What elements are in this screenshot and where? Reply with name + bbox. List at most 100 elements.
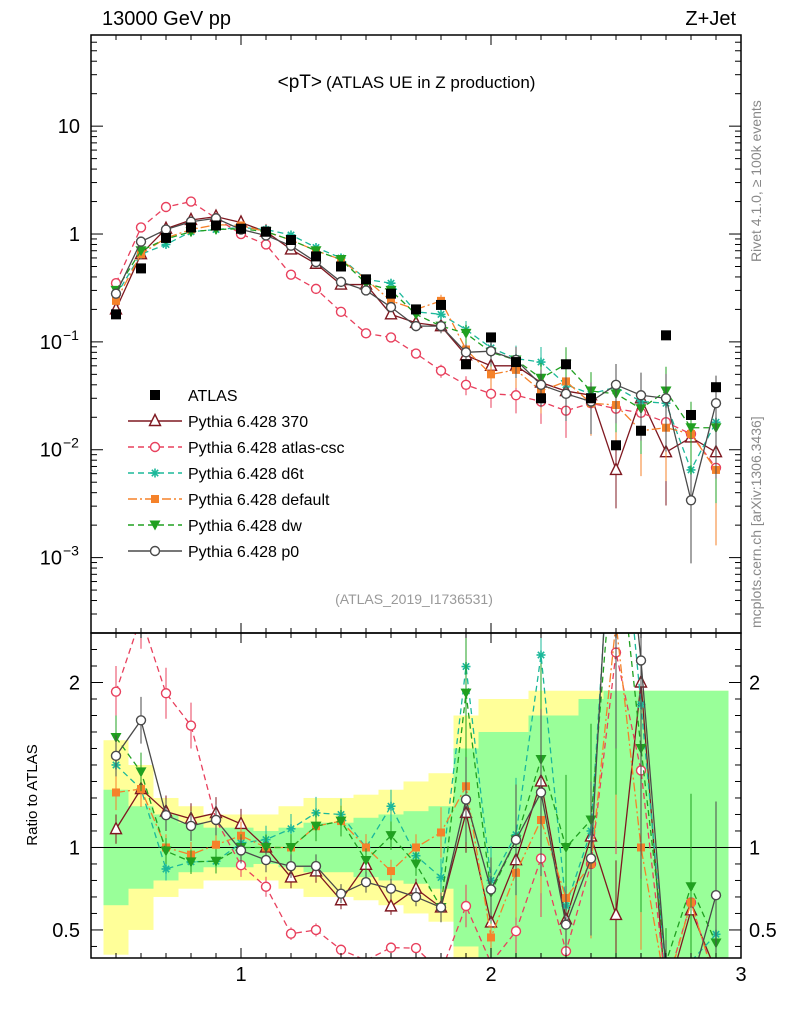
atlas-point — [511, 357, 521, 368]
ratio-point — [135, 715, 147, 726]
series-point — [310, 283, 322, 295]
series-main — [110, 224, 722, 504]
legend-label: Pythia 6.428 p0 — [188, 544, 299, 561]
ratio-point — [510, 834, 522, 846]
y-tick-label: 10 — [40, 332, 62, 354]
atlas-point — [111, 309, 121, 320]
ratio-point — [310, 821, 322, 832]
atlas-data-points — [111, 220, 721, 451]
series-line — [115, 215, 717, 472]
series-point — [436, 309, 446, 319]
series-point — [510, 390, 522, 401]
series-point — [660, 393, 672, 404]
y-tick-exponent: −1 — [63, 327, 79, 343]
ratio-point — [460, 794, 472, 805]
ratio-point — [110, 686, 122, 697]
legend: ATLAS Pythia 6.428 370 Pythia 6.428 atlas-… — [128, 388, 345, 561]
ratio-y-tick-label: 1 — [69, 837, 80, 859]
ratio-ylabel: Ratio to ATLAS — [24, 744, 41, 845]
ratio-point — [386, 801, 396, 811]
ratio-point — [285, 842, 297, 853]
ratio-point — [437, 828, 445, 837]
series-line — [115, 224, 717, 471]
series-line — [115, 217, 717, 501]
series-layer — [109, 196, 723, 958]
ratio-point — [384, 898, 398, 912]
legend-label-atlas: ATLAS — [188, 388, 238, 405]
legend-marker — [148, 412, 162, 427]
series-point — [460, 328, 472, 339]
series-point — [360, 328, 372, 339]
legend-label: Pythia 6.428 dw — [188, 518, 302, 535]
atlas-point — [611, 440, 621, 451]
atlas-point — [211, 220, 221, 231]
series-point — [410, 348, 422, 359]
ratio-point — [487, 933, 495, 942]
ratio-point — [710, 890, 722, 901]
x-tick-label: 1 — [235, 964, 246, 986]
ratio-point — [685, 882, 697, 893]
side-label-top: Rivet 4.1.0, ≥ 100k events — [748, 100, 764, 262]
ratio-point — [412, 843, 420, 852]
ratio-point — [285, 928, 297, 939]
ratio-point — [260, 881, 272, 892]
ratio-point — [235, 845, 247, 856]
atlas-point — [486, 332, 496, 343]
ratio-point — [210, 814, 222, 826]
series-point — [385, 301, 397, 313]
series-point — [485, 388, 497, 400]
ratio-point — [161, 864, 171, 874]
series-point — [410, 320, 422, 332]
chart-labels: <pT> (ATLAS UE in Z production) (ATLAS_2… — [24, 72, 535, 846]
header-left: 13000 GeV pp — [102, 8, 231, 30]
series-point — [609, 461, 623, 476]
series-point — [610, 379, 622, 391]
ratio-point — [260, 854, 272, 866]
ratio-point — [335, 816, 347, 827]
series-point — [485, 345, 497, 357]
ratio-point — [585, 853, 597, 864]
ratio-point — [410, 942, 422, 954]
plot-subtitle: (ATLAS UE in Z production) — [326, 73, 535, 92]
ratio-point — [310, 924, 322, 936]
series-point — [310, 246, 322, 257]
legend-marker — [150, 468, 160, 478]
ratio-point — [609, 906, 623, 921]
ratio-point — [160, 846, 172, 857]
ratio-point — [185, 857, 197, 868]
ratio-point — [310, 860, 322, 872]
y-tick-label: 10 — [40, 548, 62, 570]
legend-marker — [149, 545, 161, 557]
x-tick-label: 2 — [485, 964, 496, 986]
band-inner — [653, 690, 679, 958]
series-point — [685, 423, 697, 434]
ratio-point — [410, 859, 422, 870]
ratio-point — [410, 891, 422, 903]
series-point — [635, 390, 647, 401]
ratio-point — [387, 867, 395, 876]
atlas-point — [711, 382, 721, 393]
legend-marker — [151, 495, 159, 503]
legend-label: Pythia 6.428 default — [188, 492, 330, 509]
series-point — [387, 296, 395, 305]
series-point — [135, 236, 147, 247]
series-point — [487, 370, 495, 379]
series-point — [335, 255, 347, 266]
ratio-point — [510, 926, 522, 937]
ratio-point — [160, 809, 172, 821]
series-point — [535, 379, 547, 391]
ratio-point — [112, 788, 120, 797]
atlas-point — [186, 222, 196, 233]
header-right: Z+Jet — [685, 8, 736, 30]
series-point — [460, 379, 472, 391]
legend-marker — [149, 520, 161, 531]
analysis-id: (ATLAS_2019_I1736531) — [335, 591, 493, 607]
series-point — [285, 269, 297, 280]
ratio-point — [435, 902, 447, 913]
atlas-point — [411, 304, 421, 315]
series-point — [385, 332, 397, 343]
y-tick-exponent: −3 — [63, 543, 79, 559]
ratio-point — [335, 944, 347, 955]
